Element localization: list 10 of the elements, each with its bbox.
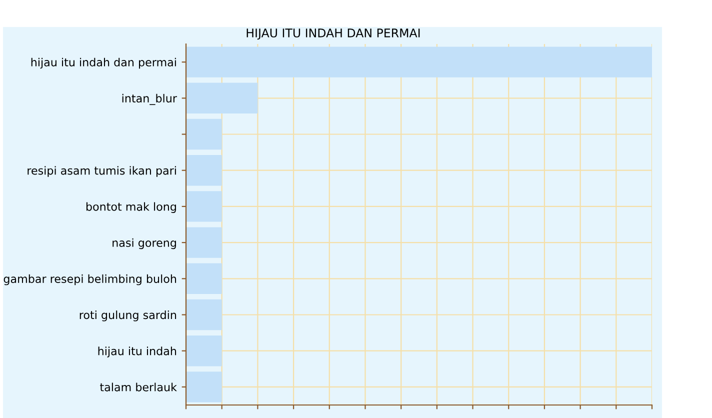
y-tick-label: bontot mak long xyxy=(86,202,176,213)
y-tick-label: intan_blur xyxy=(122,94,177,105)
y-tick-label: resipi asam tumis ikan pari xyxy=(28,166,176,177)
y-tick-label: gambar resepi belimbing buloh xyxy=(4,274,176,286)
y-tick-label: hijau itu indah xyxy=(98,346,176,358)
y-tick-label: roti gulung sardin xyxy=(80,310,176,322)
y-tick-label: talam berlauk xyxy=(100,382,177,392)
y-tick-label: nasi goreng xyxy=(112,238,176,250)
y-tick-label: hijau itu indah dan permai xyxy=(31,58,176,69)
chart-title: HIJAU ITU INDAH DAN PERMAI xyxy=(246,28,420,40)
